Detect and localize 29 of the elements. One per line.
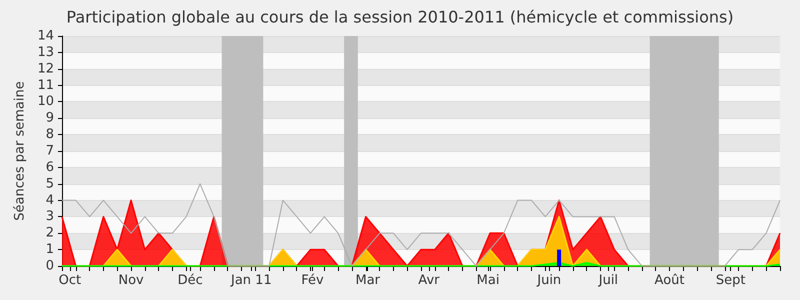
x-tick-label: Jan 11: [230, 273, 272, 288]
x-tick-label: Déc: [178, 273, 203, 288]
y-tick-label: 10: [37, 94, 54, 110]
y-tick-label: 12: [37, 61, 54, 76]
chart-title: Participation globale au cours de la session 2010-2011 (hémicycle et commissions): [66, 8, 734, 26]
y-tick-label: 14: [37, 28, 54, 44]
x-tick-label: Mar: [355, 273, 381, 288]
x-tick-label: Juin: [536, 273, 562, 288]
x-tick-label: Juil: [598, 273, 618, 288]
y-tick-label: 6: [46, 160, 54, 175]
x-tick-label: Août: [654, 273, 685, 288]
x-tick-label: Mai: [476, 273, 500, 288]
y-tick-label: 7: [46, 144, 54, 158]
x-tick-label: Oct: [58, 273, 82, 288]
y-tick-label: 11: [37, 78, 54, 93]
y-tick-label: 1: [46, 242, 54, 258]
x-tick-label: Nov: [118, 273, 144, 288]
y-tick-label: 8: [46, 127, 54, 142]
y-tick-label: 0: [46, 258, 54, 274]
x-tick-label: Avr: [418, 273, 440, 288]
x-tick-label: Fév: [301, 273, 324, 288]
y-axis-title: Séances par semaine: [12, 81, 28, 221]
x-tick-label: Sept: [716, 273, 746, 288]
y-tick-label: 9: [46, 110, 54, 126]
y-tick-label: 4: [46, 192, 54, 208]
y-tick-label: 13: [37, 44, 54, 60]
y-tick-label: 3: [46, 209, 54, 224]
y-tick-label: 2: [46, 226, 54, 241]
y-tick-label: 5: [46, 176, 54, 192]
